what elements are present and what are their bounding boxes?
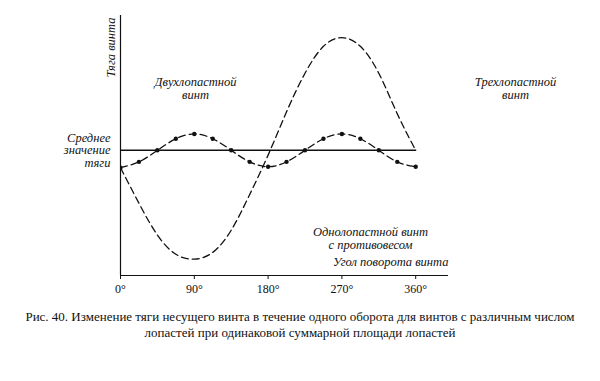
- svg-text:0°: 0°: [115, 282, 126, 296]
- svg-text:Двухлопастнойвинт: Двухлопастнойвинт: [154, 75, 238, 102]
- svg-text:Трехлопастнойвинт: Трехлопастнойвинт: [475, 75, 557, 102]
- svg-text:90°: 90°: [186, 282, 203, 296]
- svg-text:Тяга винта: Тяга винта: [104, 18, 118, 78]
- svg-text:180°: 180°: [257, 282, 280, 296]
- svg-text:270°: 270°: [330, 282, 353, 296]
- html-text:Рис. 40. Изменение тяги несуще: Рис. 40. Изменение тяги несущего винта в…: [25, 309, 575, 340]
- svg-text:Однолопастной винтс противовес: Однолопастной винтс противовесом: [313, 225, 428, 252]
- svg-text:Угол поворота винта: Угол поворота винта: [333, 255, 449, 269]
- svg-text:Среднеезначениетяги: Среднеезначениетяги: [63, 131, 111, 170]
- svg-text:360°: 360°: [404, 282, 427, 296]
